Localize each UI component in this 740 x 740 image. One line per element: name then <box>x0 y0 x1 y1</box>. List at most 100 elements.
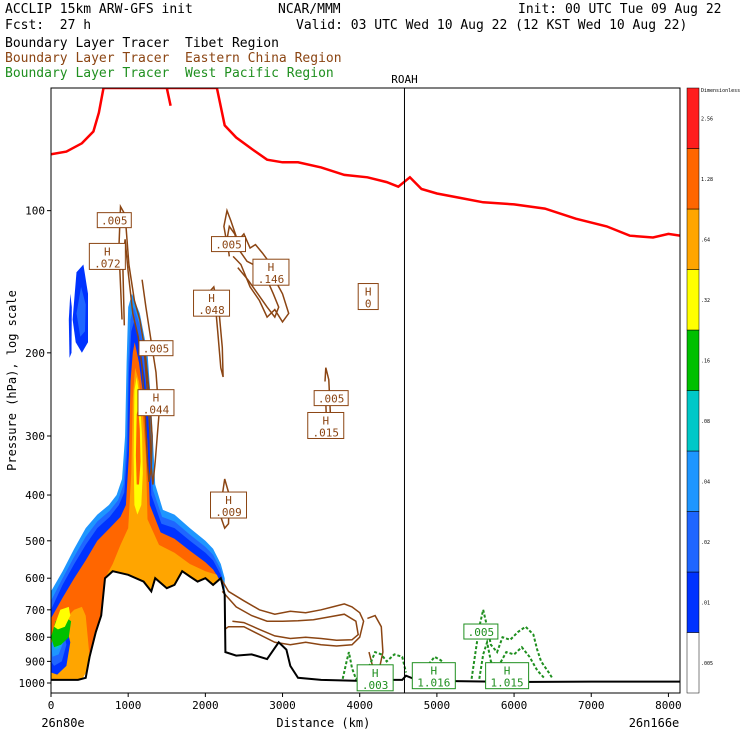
y-tick-label: 300 <box>25 430 45 443</box>
x-tick-label: 1000 <box>115 699 142 712</box>
colorbar-level-label: .01 <box>701 600 710 606</box>
y-tick-label: 800 <box>25 631 45 644</box>
high-marker: H <box>322 414 329 427</box>
tracer-shade-tibet-8 <box>76 286 86 337</box>
label-west_pacific-13: H1.016 <box>411 662 456 690</box>
y-axis-label: Pressure (hPa), log scale <box>5 290 19 471</box>
contour-west-pacific-0 <box>341 650 407 680</box>
contour-eastern-china-9 <box>367 614 384 672</box>
organization: NCAR/MMM <box>278 2 341 17</box>
high-value: 1.016 <box>417 677 450 690</box>
colorbar-level-label: .08 <box>701 419 710 425</box>
colorbar-swatch <box>686 571 700 633</box>
colorbar-level-label: .32 <box>701 298 710 304</box>
contour-value: .005 <box>215 239 242 252</box>
label-eastern_china-8: .005 <box>313 390 349 407</box>
colorbar-swatch <box>686 208 700 270</box>
colorbar-swatch <box>686 632 700 694</box>
x-tick-label: 0 <box>48 699 55 712</box>
label-eastern_china-7: H.044 <box>137 389 175 417</box>
label-box <box>307 411 345 439</box>
plot-frame <box>50 87 681 694</box>
label-box <box>357 283 379 311</box>
high-marker: H <box>268 261 275 274</box>
high-value: 1.015 <box>491 677 524 690</box>
tropopause-line <box>51 88 680 239</box>
tracer-shade-tibet-9 <box>68 293 72 358</box>
contour-west-pacific-2 <box>470 609 554 680</box>
label-eastern_china-0: .005 <box>96 212 132 229</box>
label-box <box>211 236 247 253</box>
colorbar-level-label: .16 <box>701 358 710 364</box>
x-tick-label: 3000 <box>269 699 296 712</box>
high-value: .048 <box>198 304 225 317</box>
label-eastern_china-3: H.146 <box>252 258 290 286</box>
label-box <box>210 491 248 519</box>
label-box <box>138 340 174 357</box>
tracer-shade-tibet-15 <box>54 606 71 630</box>
label-box <box>485 662 530 690</box>
y-tick-label: 400 <box>25 489 45 502</box>
high-marker: H <box>208 292 215 305</box>
label-eastern_china-9: H.015 <box>307 411 345 439</box>
high-marker: H <box>372 667 379 680</box>
header-title: ACCLIP 15km ARW-GFS init <box>5 2 193 17</box>
tracer-shade-tibet-6 <box>135 408 141 485</box>
colorbar-level-label: .02 <box>701 540 710 546</box>
label-eastern_china-10: H.009 <box>210 491 248 519</box>
contour-west-pacific-3 <box>478 638 546 680</box>
y-tick-label: 600 <box>25 572 45 585</box>
contour-value: .005 <box>101 215 128 228</box>
high-marker: H <box>225 494 232 507</box>
colorbar-swatch <box>686 87 700 149</box>
forecast-hour: Fcst: 27 h <box>5 18 92 33</box>
y-tick-label: 900 <box>25 655 45 668</box>
x-tick-label: 2000 <box>192 699 219 712</box>
label-box <box>463 623 499 640</box>
legend-tracer-tibet: Boundary Layer Tracer Tibet Region <box>5 36 279 51</box>
label-west_pacific-12: H.003 <box>356 664 394 692</box>
x-end-label-right: 26n166e <box>629 716 680 730</box>
label-box <box>252 258 290 286</box>
label-eastern_china-1: H.072 <box>88 242 126 270</box>
high-marker: H <box>153 392 160 405</box>
high-value: .072 <box>94 257 121 270</box>
x-end-label-left: 26n80e <box>41 716 84 730</box>
label-west_pacific-14: H1.015 <box>485 662 530 690</box>
colorbar-swatch <box>686 329 700 391</box>
contour-eastern-china-8 <box>221 590 360 642</box>
marker-label: ROAH <box>391 73 418 86</box>
valid-time: Valid: 03 UTC Wed 10 Aug 22 (12 KST Wed … <box>296 18 688 33</box>
contour-west-pacific-1 <box>424 655 454 680</box>
label-eastern_china-6: .005 <box>138 340 174 357</box>
legend-tracer-eastern-china: Boundary Layer Tracer Eastern China Regi… <box>5 51 342 66</box>
label-box <box>88 242 126 270</box>
label-eastern_china-5: H0 <box>357 283 379 311</box>
high-marker: H <box>365 286 372 299</box>
high-marker: H <box>504 665 511 678</box>
x-tick-label: 5000 <box>424 699 451 712</box>
high-value: .044 <box>143 404 170 417</box>
x-axis-label: Distance (km) <box>276 716 370 730</box>
label-box <box>411 662 456 690</box>
y-tick-label: 1000 <box>19 677 46 690</box>
legend-tracer-west-pacific: Boundary Layer Tracer West Pacific Regio… <box>5 66 334 81</box>
y-tick-label: 200 <box>25 347 45 360</box>
x-tick-label: 4000 <box>346 699 373 712</box>
colorbar-swatch <box>686 269 700 331</box>
colorbar-level-label: .04 <box>701 479 710 485</box>
colorbar-level-label: 2.56 <box>701 116 713 122</box>
contour-value: .005 <box>468 626 495 639</box>
high-marker: H <box>430 665 437 678</box>
colorbar-title: Dimensionless <box>701 88 740 94</box>
high-value: .009 <box>215 506 242 519</box>
label-eastern_china-4: H.048 <box>193 289 231 317</box>
x-tick-label: 7000 <box>578 699 605 712</box>
init-time: Init: 00 UTC Tue 09 Aug 22 <box>518 2 722 17</box>
high-value: .015 <box>313 426 340 439</box>
contour-value: .005 <box>318 393 345 406</box>
label-box <box>137 389 175 417</box>
x-tick-label: 6000 <box>501 699 528 712</box>
terrain-mask <box>51 571 680 693</box>
